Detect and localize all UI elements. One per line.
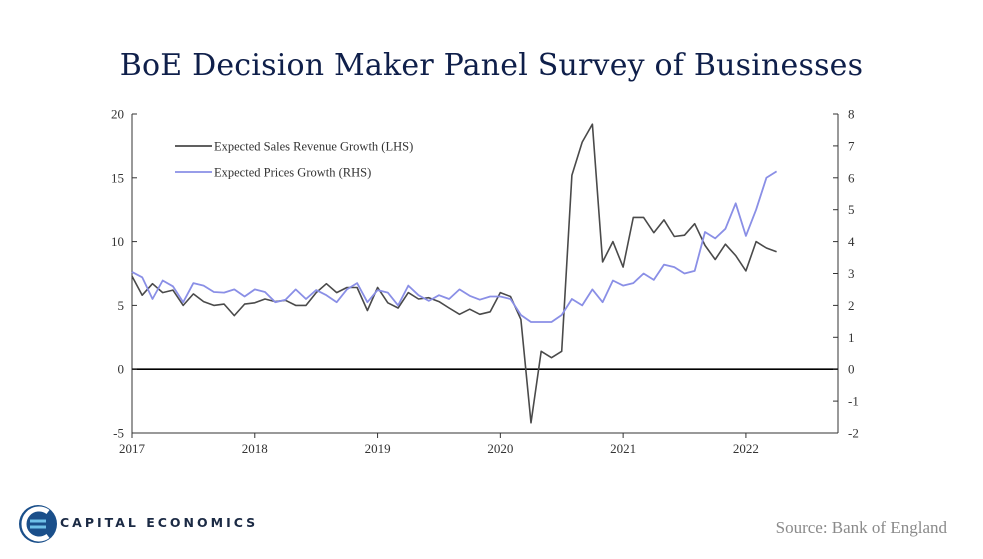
- logo-icon: [19, 505, 57, 543]
- left-tick-label: 15: [111, 170, 124, 185]
- right-tick-label: 0: [848, 362, 855, 377]
- left-tick-label: 10: [111, 234, 124, 249]
- x-tick-label: 2019: [365, 441, 391, 456]
- right-tick-label: 2: [848, 298, 855, 313]
- right-tick-label: 6: [848, 170, 855, 185]
- left-tick-label: 5: [118, 298, 125, 313]
- right-tick-label: -1: [848, 394, 859, 409]
- left-tick-label: 20: [111, 107, 124, 122]
- right-tick-label: -2: [848, 426, 859, 441]
- right-tick-label: 5: [848, 202, 855, 217]
- x-tick-label: 2022: [733, 441, 759, 456]
- chart-title: BoE Decision Maker Panel Survey of Busin…: [119, 48, 864, 83]
- x-tick-label: 2017: [119, 441, 146, 456]
- series-line-1: [131, 123, 777, 424]
- right-tick-label: 7: [848, 138, 855, 153]
- capital-economics-logo: CAPITAL ECONOMICS: [18, 502, 258, 547]
- right-tick-label: 8: [848, 107, 855, 122]
- series-line-2: [131, 170, 778, 323]
- chart-legend: Expected Sales Revenue Growth (LHS) Expec…: [175, 140, 413, 180]
- x-tick-label: 2018: [242, 441, 268, 456]
- legend-label-1: Expected Sales Revenue Growth (LHS): [214, 140, 413, 154]
- right-tick-label: 1: [848, 330, 855, 345]
- right-tick-label: 3: [848, 266, 855, 281]
- source-note: Source: Bank of England: [775, 518, 947, 537]
- chart-series: [131, 123, 778, 424]
- x-tick-label: 2021: [610, 441, 636, 456]
- right-tick-label: 4: [848, 234, 855, 249]
- left-tick-label: -5: [113, 426, 124, 441]
- legend-label-2: Expected Prices Growth (RHS): [214, 166, 371, 180]
- x-tick-label: 2020: [487, 441, 513, 456]
- brand-name: CAPITAL ECONOMICS: [60, 515, 259, 530]
- left-tick-label: 0: [118, 362, 125, 377]
